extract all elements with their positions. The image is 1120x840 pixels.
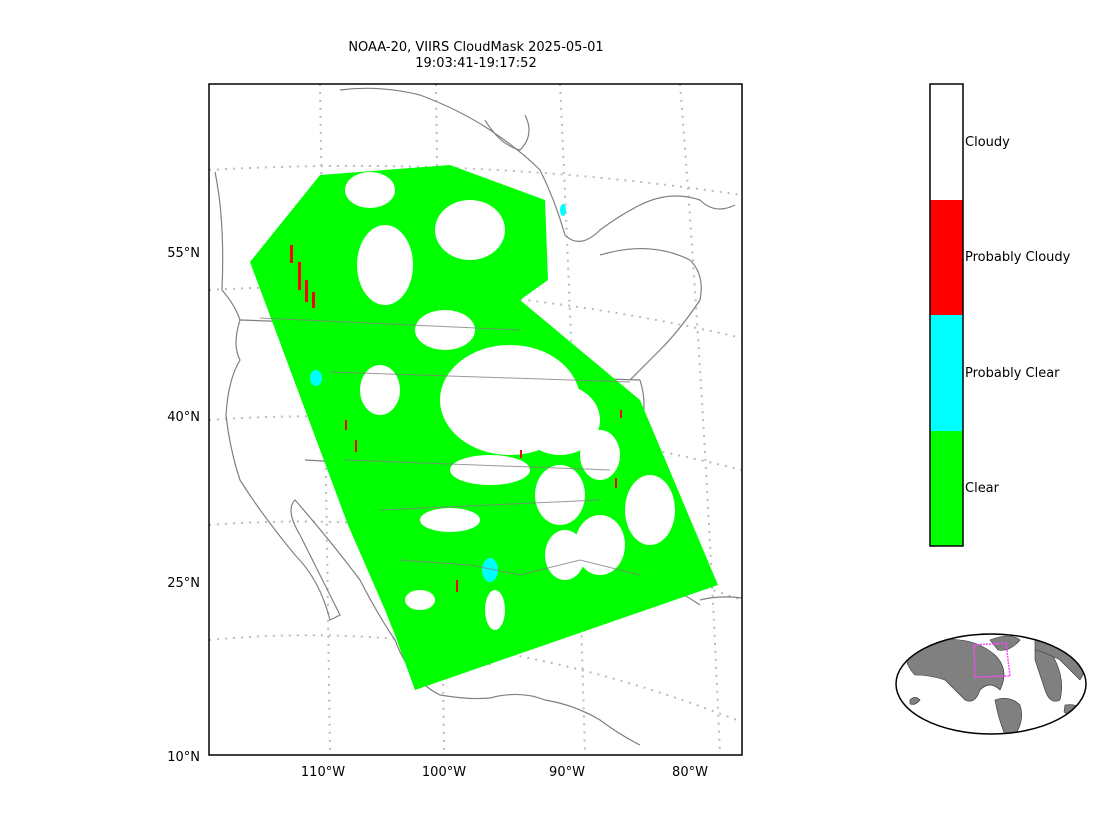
map-frame <box>208 83 743 756</box>
map-time-range: 19:03:41-19:17:52 <box>415 56 537 71</box>
lon-label: 110°W <box>301 765 345 780</box>
legend-swatch-probably-cloudy <box>930 200 963 315</box>
legend-swatch-probably-clear <box>930 315 963 431</box>
legend-colorbar: Cloudy Probably Cloudy Probably Clear Cl… <box>929 83 1071 547</box>
lon-label: 90°W <box>549 765 585 780</box>
lat-label: 55°N <box>167 246 200 261</box>
lat-label: 40°N <box>167 410 200 425</box>
lon-label: 80°W <box>672 765 708 780</box>
legend-label: Probably Clear <box>965 366 1060 381</box>
swath-outline <box>973 642 1011 678</box>
legend-swatch-cloudy <box>930 84 963 200</box>
legend-label: Probably Cloudy <box>965 250 1071 265</box>
lat-label: 10°N <box>167 750 200 765</box>
legend-label: Clear <box>965 481 1000 496</box>
legend-label: Cloudy <box>965 135 1010 150</box>
map-panel <box>209 84 742 755</box>
lat-label: 25°N <box>167 576 200 591</box>
map-title: NOAA-20, VIIRS CloudMask 2025-05-01 <box>348 40 604 55</box>
south-america-land <box>994 698 1022 734</box>
lon-label: 100°W <box>422 765 466 780</box>
legend-swatch-clear <box>930 431 963 546</box>
inset-globe <box>895 633 1087 735</box>
north-america-land <box>904 638 1005 702</box>
cloudmask-swath <box>250 165 718 690</box>
